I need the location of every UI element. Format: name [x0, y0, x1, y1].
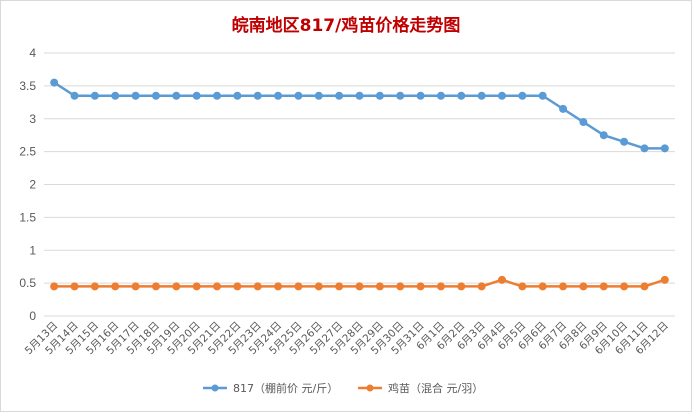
- legend: 817（棚前价 元/斤） 鸡苗（混合 元/羽）: [203, 381, 483, 395]
- legend-swatch-marker: [211, 384, 219, 392]
- data-point: [172, 91, 181, 100]
- data-point: [151, 91, 160, 100]
- data-point: [192, 282, 201, 291]
- data-point: [416, 282, 425, 291]
- legend-label: 817（棚前价 元/斤）: [233, 381, 338, 395]
- chart-title: 皖南地区817/鸡苗价格走势图: [232, 15, 461, 36]
- y-tick-label: 0.5: [19, 276, 36, 290]
- data-point: [538, 91, 547, 100]
- data-point: [314, 91, 323, 100]
- data-point: [660, 275, 669, 284]
- data-point: [518, 91, 527, 100]
- data-point: [518, 282, 527, 291]
- data-point: [335, 282, 344, 291]
- data-point: [90, 91, 99, 100]
- data-point: [375, 282, 384, 291]
- data-point: [213, 91, 222, 100]
- y-tick-label: 2.5: [19, 145, 36, 159]
- data-point: [233, 91, 242, 100]
- y-tick-label: 1: [29, 243, 36, 257]
- y-tick-label: 2: [29, 178, 36, 192]
- data-point: [457, 282, 466, 291]
- data-point: [375, 91, 384, 100]
- data-point: [620, 282, 629, 291]
- y-tick-label: 1.5: [19, 210, 36, 224]
- data-point: [192, 91, 201, 100]
- data-point: [396, 91, 405, 100]
- data-point: [111, 91, 120, 100]
- data-point: [355, 282, 364, 291]
- data-point: [538, 282, 547, 291]
- data-point: [213, 282, 222, 291]
- legend-swatch-marker: [366, 384, 374, 392]
- data-point: [294, 91, 303, 100]
- data-point: [559, 104, 568, 113]
- data-point: [131, 91, 140, 100]
- data-point: [436, 282, 445, 291]
- data-point: [457, 91, 466, 100]
- data-point: [151, 282, 160, 291]
- data-point: [497, 275, 506, 284]
- x-axis: 5月13日5月14日5月15日5月16日5月17日5月18日5月19日5月20日…: [23, 320, 671, 358]
- gridlines: [44, 52, 675, 317]
- data-point: [274, 91, 283, 100]
- data-point: [50, 282, 59, 291]
- data-point: [70, 282, 79, 291]
- data-point: [599, 131, 608, 140]
- data-point: [579, 282, 588, 291]
- data-point: [172, 282, 181, 291]
- data-point: [314, 282, 323, 291]
- data-point: [90, 282, 99, 291]
- data-point: [640, 144, 649, 153]
- data-point: [660, 144, 669, 153]
- data-point: [253, 91, 262, 100]
- data-point: [335, 91, 344, 100]
- data-point: [294, 282, 303, 291]
- y-tick-label: 0: [29, 309, 36, 323]
- data-point: [50, 78, 59, 87]
- y-tick-label: 3.5: [19, 79, 36, 93]
- legend-label: 鸡苗（混合 元/羽）: [388, 381, 483, 395]
- data-point: [70, 91, 79, 100]
- data-point: [559, 282, 568, 291]
- data-point: [416, 91, 425, 100]
- data-point: [253, 282, 262, 291]
- data-point: [436, 91, 445, 100]
- data-point: [131, 282, 140, 291]
- data-point: [111, 282, 120, 291]
- series-group: [50, 78, 669, 291]
- y-tick-label: 4: [29, 46, 36, 60]
- data-point: [640, 282, 649, 291]
- y-tick-label: 3: [29, 112, 36, 126]
- data-point: [355, 91, 364, 100]
- data-point: [620, 137, 629, 146]
- data-point: [233, 282, 242, 291]
- data-point: [477, 91, 486, 100]
- data-point: [396, 282, 405, 291]
- data-point: [497, 91, 506, 100]
- data-point: [274, 282, 283, 291]
- data-point: [599, 282, 608, 291]
- data-point: [477, 282, 486, 291]
- data-point: [579, 118, 588, 127]
- y-axis: 0 0.5 1 1.5 2 2.5 3 3.5 4: [19, 46, 36, 323]
